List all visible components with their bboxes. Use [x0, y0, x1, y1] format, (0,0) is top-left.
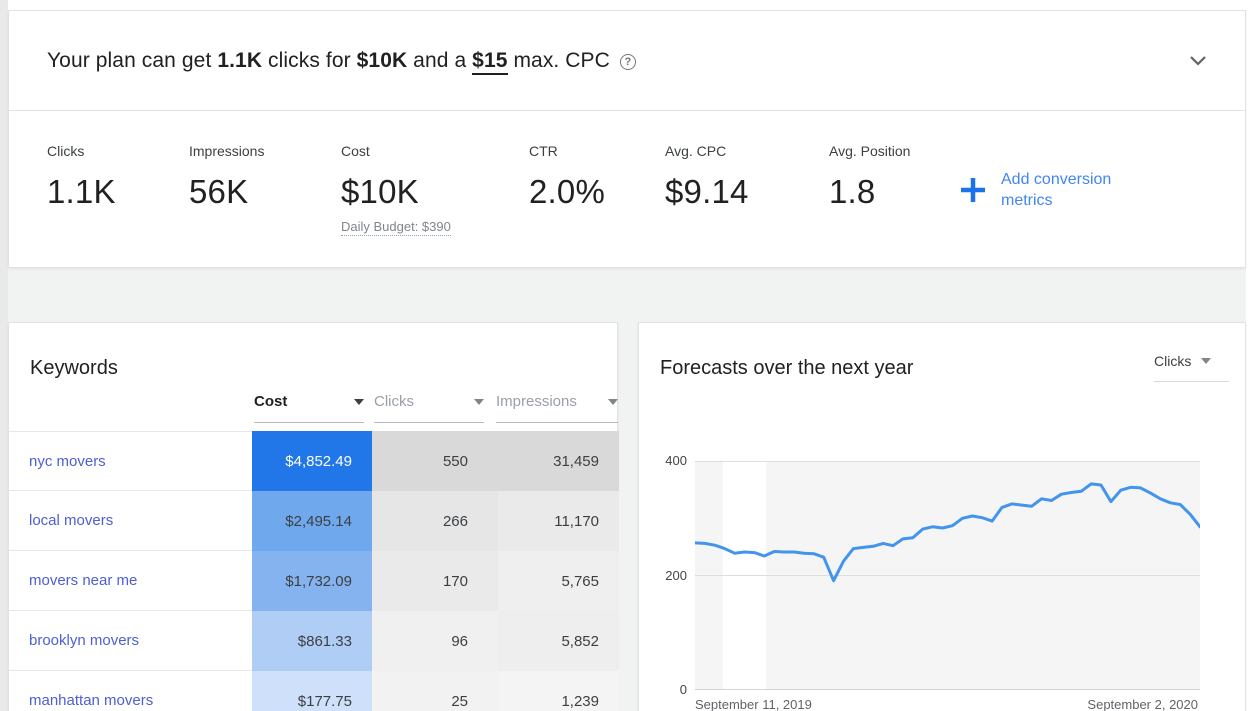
metric-value: 2.0%: [529, 173, 606, 210]
y-axis-tick-label: 0: [679, 682, 687, 697]
dropdown-arrow-icon: [608, 398, 618, 405]
keywords-table: nyc movers $4,852.49 550 31,459 local movers…: [9, 431, 619, 711]
sort-header-clicks[interactable]: Clicks: [374, 393, 484, 423]
clicks-cell: 25: [372, 671, 498, 711]
metric-value: 1.1K: [47, 173, 116, 210]
cost-cell: $4,852.49: [252, 431, 372, 491]
metric-value: 1.8: [829, 173, 876, 210]
metric-label: Cost: [341, 143, 370, 159]
y-axis-tick-label: 400: [665, 453, 687, 468]
plan-summary-card: Your plan can get 1.1K clicks for $10K a…: [8, 10, 1246, 268]
metric-label: Avg. Position: [829, 143, 911, 159]
forecast-chart: [693, 461, 1202, 691]
daily-budget-link[interactable]: Daily Budget: $390: [341, 219, 451, 236]
impressions-cell: 31,459: [498, 431, 619, 491]
cost-cell: $177.75: [252, 671, 372, 711]
keywords-column-headers: Cost Clicks Impressions: [9, 393, 619, 431]
dropdown-arrow-icon: [354, 398, 364, 405]
table-row: local movers $2,495.14 266 11,170: [9, 491, 619, 551]
banner-prefix: Your plan can get: [47, 48, 218, 72]
banner-cost-value: $10K: [356, 48, 408, 72]
chevron-down-icon[interactable]: [1189, 55, 1207, 67]
clicks-cell: 266: [372, 491, 498, 551]
plus-icon: [961, 178, 985, 202]
metric-value: 56K: [189, 173, 249, 210]
metric-impressions: Impressions 56K: [189, 143, 264, 211]
metric-label: Clicks: [47, 143, 85, 159]
metric-label: Impressions: [189, 143, 265, 159]
clicks-cell: 170: [372, 551, 498, 611]
keyword-link[interactable]: manhattan movers: [29, 692, 154, 709]
metric-clicks: Clicks 1.1K: [47, 143, 116, 211]
keywords-title: Keywords: [30, 357, 118, 379]
x-axis-end-label: September 2, 2020: [1087, 697, 1198, 711]
metrics-row: Add conversion metrics Clicks 1.1K Impress…: [9, 111, 1245, 268]
impressions-cell: 1,239: [498, 671, 619, 711]
sort-header-label: Impressions: [496, 393, 577, 410]
chart-metric-dropdown-value: Clicks: [1154, 353, 1192, 369]
sort-header-cost[interactable]: Cost: [254, 393, 364, 423]
y-axis-tick-label: 200: [665, 567, 687, 583]
sort-header-label: Cost: [254, 393, 288, 410]
sort-header-label: Clicks: [374, 393, 414, 410]
help-icon[interactable]: ?: [619, 53, 636, 70]
metric-ctr: CTR 2.0%: [529, 143, 605, 211]
table-row: manhattan movers $177.75 25 1,239: [9, 671, 619, 711]
dropdown-arrow-icon: [474, 398, 484, 405]
impressions-cell: 5,852: [498, 611, 619, 671]
banner-mid1: clicks for: [262, 48, 357, 72]
keyword-cell: nyc movers: [9, 431, 252, 491]
metric-cost: Cost $10K Daily Budget: $390: [341, 143, 451, 236]
banner-suffix: max. CPC: [507, 48, 610, 72]
metric-label: CTR: [529, 143, 558, 159]
keyword-cell: brooklyn movers: [9, 611, 252, 671]
page-left-gutter: [0, 0, 8, 711]
keyword-link[interactable]: movers near me: [29, 572, 138, 589]
clicks-cell: 96: [372, 611, 498, 671]
impressions-cell: 5,765: [498, 551, 619, 611]
banner-clicks-value: 1.1K: [217, 48, 263, 72]
forecast-title: Forecasts over the next year: [660, 357, 914, 379]
keywords-panel: Keywords Cost Clicks Impressions nyc mover…: [8, 322, 619, 711]
metric-value: $10K: [341, 173, 419, 210]
metric-label: Avg. CPC: [665, 143, 727, 159]
x-axis-start-label: September 11, 2019: [695, 697, 812, 711]
clicks-forecast-line: [693, 482, 1202, 583]
keyword-link[interactable]: brooklyn movers: [29, 632, 140, 649]
chart-metric-dropdown[interactable]: Clicks: [1154, 353, 1229, 382]
cost-cell: $2,495.14: [252, 491, 372, 551]
keyword-cell: manhattan movers: [9, 671, 252, 711]
dropdown-arrow-icon: [1201, 358, 1212, 364]
cost-cell: $861.33: [252, 611, 372, 671]
clicks-cell: 550: [372, 431, 498, 491]
metric-avg-position: Avg. Position 1.8: [829, 143, 910, 211]
add-conversion-metrics-button[interactable]: Add conversion metrics: [959, 169, 1133, 211]
sort-header-impressions[interactable]: Impressions: [496, 393, 618, 423]
cost-cell: $1,732.09: [252, 551, 372, 611]
metric-value: $9.14: [665, 173, 749, 210]
keyword-link[interactable]: local movers: [29, 512, 114, 529]
add-conversion-metrics-label: Add conversion metrics: [1001, 171, 1112, 209]
table-row: brooklyn movers $861.33 96 5,852: [9, 611, 619, 671]
line-chart-canvas: [693, 461, 1202, 690]
table-row: nyc movers $4,852.49 550 31,459: [9, 431, 619, 491]
keyword-cell: local movers: [9, 491, 252, 551]
forecast-panel: Forecasts over the next year Clicks Sept…: [638, 322, 1246, 711]
plan-banner-text: Your plan can get 1.1K clicks for $10K a…: [47, 48, 636, 75]
metric-avg-cpc: Avg. CPC $9.14: [665, 143, 749, 211]
keyword-cell: movers near me: [9, 551, 252, 611]
banner-max-cpc-value[interactable]: $15: [472, 48, 508, 75]
impressions-cell: 11,170: [498, 491, 619, 551]
table-row: movers near me $1,732.09 170 5,765: [9, 551, 619, 611]
plan-banner: Your plan can get 1.1K clicks for $10K a…: [9, 11, 1245, 111]
banner-mid2: and a: [407, 48, 473, 72]
keyword-link[interactable]: nyc movers: [29, 452, 106, 470]
